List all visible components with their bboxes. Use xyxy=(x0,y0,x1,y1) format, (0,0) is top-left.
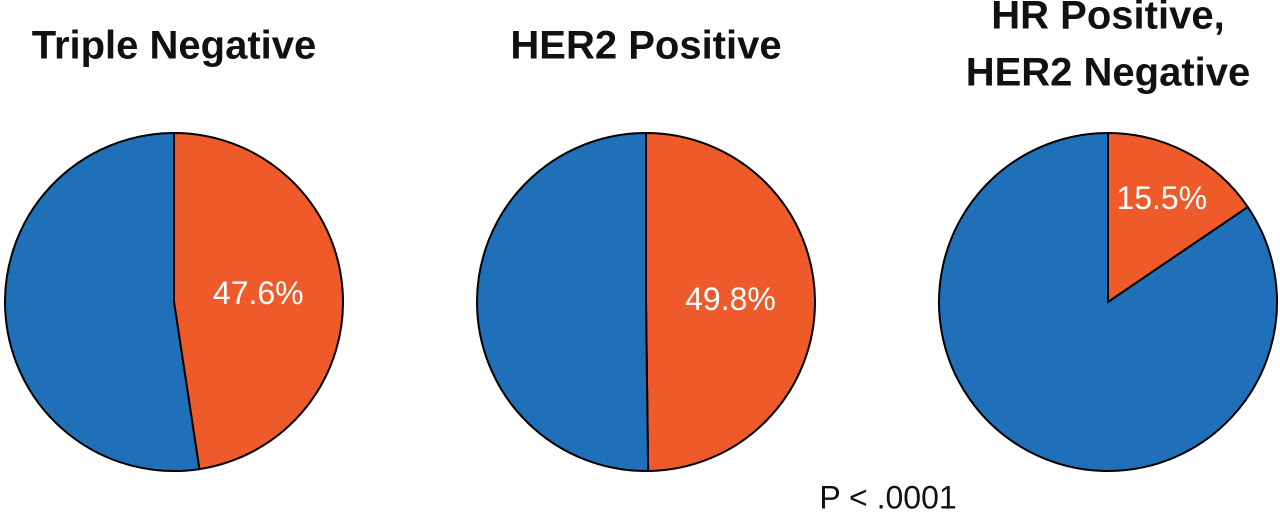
chart-title: Triple Negative xyxy=(32,24,317,68)
pie-slice xyxy=(1107,131,1250,304)
chart-title: HER2 Negative xyxy=(966,51,1251,95)
chart-title: HER2 Positive xyxy=(510,24,781,68)
chart-title: HR Positive, xyxy=(991,0,1224,38)
value-label: 49.8% xyxy=(685,281,776,317)
pie-slice xyxy=(4,131,201,472)
annotation: P < .0001 xyxy=(819,479,956,515)
pie-slice xyxy=(645,131,816,473)
value-label: 47.6% xyxy=(213,275,304,311)
pie-slice xyxy=(938,131,1278,472)
value-label: 15.5% xyxy=(1116,180,1207,216)
pie-slice xyxy=(476,131,650,472)
pie-slice xyxy=(173,131,344,471)
